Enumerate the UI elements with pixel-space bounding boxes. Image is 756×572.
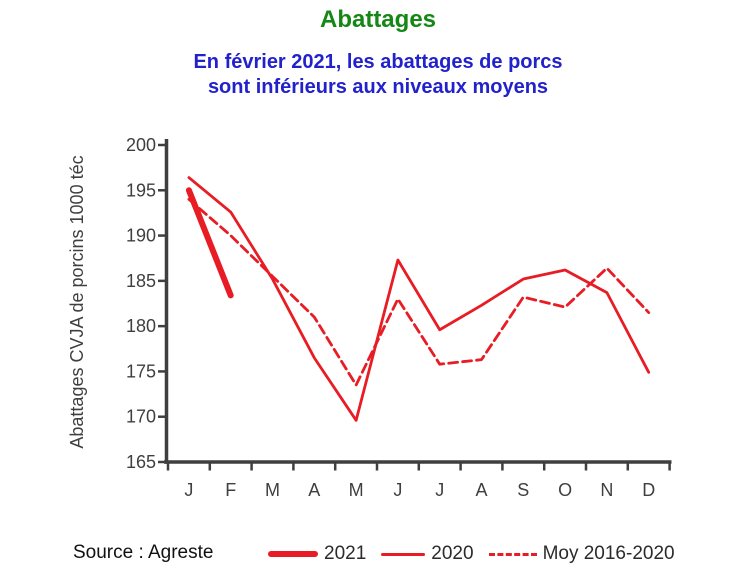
x-tick-label: D (642, 480, 655, 500)
y-tick-label: 195 (126, 180, 156, 200)
chart-legend: 2021 2020 Moy 2016-2020 (268, 543, 675, 565)
chart-subtitle: En février 2021, les abattages de porcs … (0, 50, 756, 100)
y-tick-label: 170 (126, 407, 156, 427)
page-title: Abattages (319, 6, 437, 33)
x-tick-label: N (600, 480, 613, 500)
x-tick-label: J (393, 480, 402, 500)
y-tick-label: 200 (126, 135, 156, 155)
chart-subtitle-line1: En février 2021, les abattages de porcs (193, 51, 563, 73)
legend-line-moy-icon (488, 552, 537, 556)
legend-line-2020-icon (381, 552, 426, 556)
series-line-moy-2016-2020 (187, 197, 651, 387)
legend-label-moy-2016-2020: Moy 2016-2020 (542, 543, 675, 564)
x-tick-label: A (475, 480, 487, 500)
x-tick-label: A (308, 480, 320, 500)
source-note: Source : Agreste (73, 542, 214, 563)
x-tick-label: J (184, 480, 193, 500)
series-line-2021 (185, 187, 234, 299)
x-tick-label: S (517, 480, 529, 500)
x-tick-label: F (225, 480, 236, 500)
y-tick-label: 180 (126, 316, 156, 336)
y-tick-label: 175 (126, 361, 156, 381)
x-tick-label: O (558, 480, 572, 500)
legend-label-2020: 2020 (431, 543, 474, 564)
y-tick-label: 185 (126, 271, 156, 291)
y-tick-label: 165 (126, 452, 156, 472)
x-tick-label: M (349, 480, 364, 500)
series-line-2020 (187, 176, 651, 422)
x-tick-label: J (435, 480, 444, 500)
legend-line-2021-icon (268, 551, 318, 557)
x-tick-label: M (265, 480, 280, 500)
chart-subtitle-line2: sont inférieurs aux niveaux moyens (207, 76, 549, 98)
legend-label-2021: 2021 (324, 543, 367, 564)
y-tick-label: 190 (126, 226, 156, 246)
